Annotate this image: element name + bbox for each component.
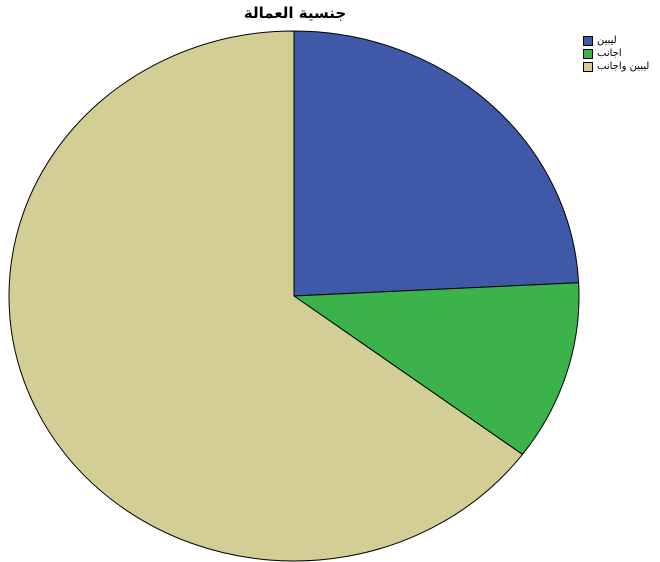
legend-swatch (583, 35, 593, 46)
legend-item: ليبين واجانب (583, 60, 658, 73)
legend-label: اجانب (597, 47, 622, 59)
pie-slice-1 (293, 30, 580, 297)
pie-slice-3 (8, 30, 523, 562)
legend-label: ليبين واجانب (597, 60, 650, 72)
pie-slice-2 (293, 282, 580, 455)
legend-item: اجانب (583, 47, 658, 60)
legend-swatch (583, 61, 593, 72)
legend-item: ليبين (583, 34, 658, 47)
legend-label: ليبين (597, 34, 617, 46)
chart-title: جنسية العمالة (243, 4, 347, 22)
pie-slices (8, 30, 580, 562)
legend-swatch (583, 48, 593, 59)
legend: ليبين اجانب ليبين واجانب (583, 34, 658, 73)
